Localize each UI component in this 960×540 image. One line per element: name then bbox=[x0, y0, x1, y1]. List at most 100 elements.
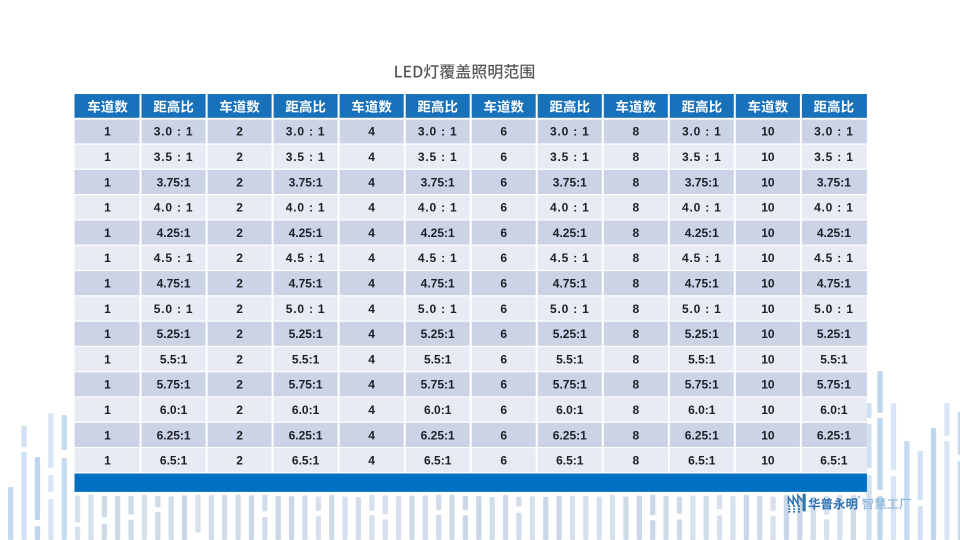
svg-text:2: 2 bbox=[236, 327, 243, 341]
svg-text:10: 10 bbox=[761, 201, 775, 215]
svg-text:10: 10 bbox=[761, 125, 775, 139]
svg-text:5.25:1: 5.25:1 bbox=[553, 327, 587, 341]
svg-text:8: 8 bbox=[632, 226, 639, 240]
svg-text:1: 1 bbox=[104, 454, 111, 468]
svg-text:4.75:1: 4.75:1 bbox=[421, 277, 455, 291]
svg-text:8: 8 bbox=[632, 428, 639, 442]
svg-text:6: 6 bbox=[500, 428, 507, 442]
svg-text:10: 10 bbox=[761, 150, 775, 164]
svg-text:3.0 : 1: 3.0 : 1 bbox=[682, 125, 722, 139]
svg-text:6.25:1: 6.25:1 bbox=[421, 428, 455, 442]
svg-text:1: 1 bbox=[104, 125, 111, 139]
svg-text:5.0 : 1: 5.0 : 1 bbox=[814, 302, 854, 316]
svg-text:4: 4 bbox=[368, 277, 375, 291]
svg-text:6.0:1: 6.0:1 bbox=[160, 403, 188, 417]
svg-text:10: 10 bbox=[761, 403, 775, 417]
svg-text:6: 6 bbox=[500, 201, 507, 215]
svg-text:8: 8 bbox=[632, 251, 639, 265]
svg-text:4: 4 bbox=[368, 226, 375, 240]
svg-text:5.0 : 1: 5.0 : 1 bbox=[154, 302, 194, 316]
svg-text:2: 2 bbox=[236, 277, 243, 291]
svg-text:8: 8 bbox=[632, 125, 639, 139]
svg-text:8: 8 bbox=[632, 302, 639, 316]
svg-text:4: 4 bbox=[368, 403, 375, 417]
svg-text:4.25:1: 4.25:1 bbox=[157, 226, 191, 240]
svg-text:4.0 : 1: 4.0 : 1 bbox=[286, 201, 326, 215]
svg-text:1: 1 bbox=[104, 378, 111, 392]
svg-text:6.0:1: 6.0:1 bbox=[424, 403, 452, 417]
svg-text:4.5 : 1: 4.5 : 1 bbox=[154, 251, 194, 265]
svg-text:6.25:1: 6.25:1 bbox=[817, 428, 851, 442]
svg-text:4.75:1: 4.75:1 bbox=[685, 277, 719, 291]
svg-text:4.0 : 1: 4.0 : 1 bbox=[154, 201, 194, 215]
svg-text:6: 6 bbox=[500, 150, 507, 164]
svg-text:10: 10 bbox=[761, 226, 775, 240]
svg-text:6.0:1: 6.0:1 bbox=[688, 403, 716, 417]
svg-text:5.0 : 1: 5.0 : 1 bbox=[286, 302, 326, 316]
svg-text:2: 2 bbox=[236, 150, 243, 164]
svg-text:4: 4 bbox=[368, 251, 375, 265]
svg-text:5.25:1: 5.25:1 bbox=[421, 327, 455, 341]
svg-text:3.5 : 1: 3.5 : 1 bbox=[682, 150, 722, 164]
svg-text:6: 6 bbox=[500, 454, 507, 468]
svg-text:6: 6 bbox=[500, 327, 507, 341]
svg-text:4: 4 bbox=[368, 175, 375, 189]
svg-text:6.0:1: 6.0:1 bbox=[556, 403, 584, 417]
svg-text:5.75:1: 5.75:1 bbox=[157, 378, 191, 392]
svg-text:10: 10 bbox=[761, 352, 775, 366]
svg-text:4.25:1: 4.25:1 bbox=[421, 226, 455, 240]
svg-text:3.5 : 1: 3.5 : 1 bbox=[814, 150, 854, 164]
svg-text:4.25:1: 4.25:1 bbox=[685, 226, 719, 240]
svg-text:5.0 : 1: 5.0 : 1 bbox=[418, 302, 458, 316]
svg-text:1: 1 bbox=[104, 352, 111, 366]
svg-text:2: 2 bbox=[236, 201, 243, 215]
svg-text:2: 2 bbox=[236, 403, 243, 417]
svg-text:2: 2 bbox=[236, 454, 243, 468]
svg-text:5.5:1: 5.5:1 bbox=[424, 352, 452, 366]
svg-text:4: 4 bbox=[368, 378, 375, 392]
svg-text:2: 2 bbox=[236, 302, 243, 316]
svg-text:5.75:1: 5.75:1 bbox=[553, 378, 587, 392]
svg-text:8: 8 bbox=[632, 403, 639, 417]
svg-text:4.25:1: 4.25:1 bbox=[289, 226, 323, 240]
svg-text:4: 4 bbox=[368, 150, 375, 164]
svg-text:3.75:1: 3.75:1 bbox=[553, 175, 587, 189]
svg-text:3.75:1: 3.75:1 bbox=[685, 175, 719, 189]
svg-text:10: 10 bbox=[761, 454, 775, 468]
svg-text:6.5:1: 6.5:1 bbox=[556, 454, 584, 468]
svg-text:6: 6 bbox=[500, 277, 507, 291]
svg-text:6: 6 bbox=[500, 302, 507, 316]
svg-text:1: 1 bbox=[104, 277, 111, 291]
svg-text:5.0 : 1: 5.0 : 1 bbox=[550, 302, 590, 316]
svg-text:5.5:1: 5.5:1 bbox=[556, 352, 584, 366]
svg-text:3.0 : 1: 3.0 : 1 bbox=[814, 125, 854, 139]
svg-text:10: 10 bbox=[761, 302, 775, 316]
svg-text:6.5:1: 6.5:1 bbox=[688, 454, 716, 468]
svg-text:3.5 : 1: 3.5 : 1 bbox=[154, 150, 194, 164]
svg-text:5.25:1: 5.25:1 bbox=[157, 327, 191, 341]
svg-text:2: 2 bbox=[236, 226, 243, 240]
svg-text:3.75:1: 3.75:1 bbox=[289, 175, 323, 189]
svg-text:5.25:1: 5.25:1 bbox=[289, 327, 323, 341]
svg-text:4.75:1: 4.75:1 bbox=[817, 277, 851, 291]
svg-text:6.25:1: 6.25:1 bbox=[289, 428, 323, 442]
svg-text:1: 1 bbox=[104, 150, 111, 164]
svg-text:4.5 : 1: 4.5 : 1 bbox=[550, 251, 590, 265]
svg-text:6.25:1: 6.25:1 bbox=[553, 428, 587, 442]
svg-text:5.5:1: 5.5:1 bbox=[292, 352, 320, 366]
svg-text:8: 8 bbox=[632, 201, 639, 215]
svg-text:4.25:1: 4.25:1 bbox=[817, 226, 851, 240]
svg-text:3.5 : 1: 3.5 : 1 bbox=[550, 150, 590, 164]
svg-text:5.25:1: 5.25:1 bbox=[817, 327, 851, 341]
svg-text:3.0 : 1: 3.0 : 1 bbox=[286, 125, 326, 139]
svg-text:5.5:1: 5.5:1 bbox=[820, 352, 848, 366]
svg-text:6: 6 bbox=[500, 175, 507, 189]
svg-text:2: 2 bbox=[236, 125, 243, 139]
svg-text:3.0 : 1: 3.0 : 1 bbox=[418, 125, 458, 139]
svg-text:1: 1 bbox=[104, 175, 111, 189]
svg-text:4: 4 bbox=[368, 454, 375, 468]
svg-text:5.0 : 1: 5.0 : 1 bbox=[682, 302, 722, 316]
svg-text:6: 6 bbox=[500, 226, 507, 240]
svg-text:3.0 : 1: 3.0 : 1 bbox=[154, 125, 194, 139]
svg-text:6.0:1: 6.0:1 bbox=[820, 403, 848, 417]
